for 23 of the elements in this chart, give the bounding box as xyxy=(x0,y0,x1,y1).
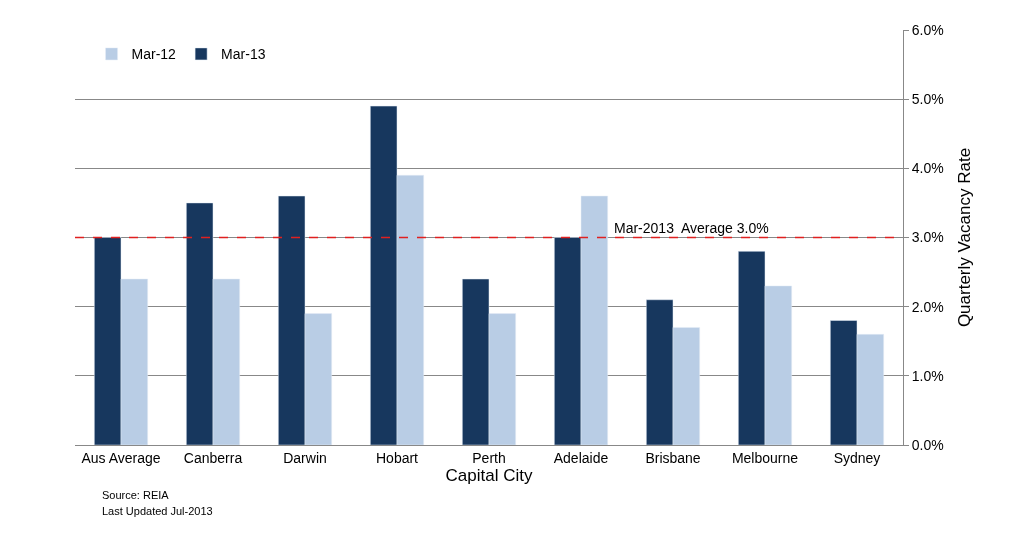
x-tick-label: Melbourne xyxy=(731,449,799,466)
x-tick-label: Hobart xyxy=(375,449,419,466)
legend-label: Mar-13 xyxy=(221,46,266,63)
legend-label: Mar-12 xyxy=(131,46,177,63)
y-tick-label: 5.0% xyxy=(911,91,944,108)
x-tick-label: Perth xyxy=(472,449,506,466)
x-tick-label: Sydney xyxy=(833,449,881,466)
y-tick-label: 2.0% xyxy=(911,298,944,315)
x-tick-label: Canberra xyxy=(183,449,243,466)
x-tick-label: Brisbane xyxy=(645,449,701,466)
y-tick-label: 6.0% xyxy=(911,21,944,38)
x-axis-title: Capital City xyxy=(445,465,533,485)
y-tick-label: 4.0% xyxy=(911,160,944,177)
y-tick-label: 1.0% xyxy=(911,367,944,384)
x-tick-label: Darwin xyxy=(283,449,327,466)
y-tick-label: 0.0% xyxy=(911,436,944,453)
ref-line-label: Mar-2013 Average 3.0% xyxy=(614,220,769,236)
source-note: Source: REIA xyxy=(102,489,170,501)
x-tick-label: Aus Average xyxy=(81,449,161,466)
y-tick-label: 3.0% xyxy=(911,229,944,246)
text: Last Updated Jul-2013 xyxy=(102,505,213,517)
x-tick-label: Adelaide xyxy=(553,449,609,466)
y-axis-title: Quarterly Vacancy Rate xyxy=(955,147,975,328)
